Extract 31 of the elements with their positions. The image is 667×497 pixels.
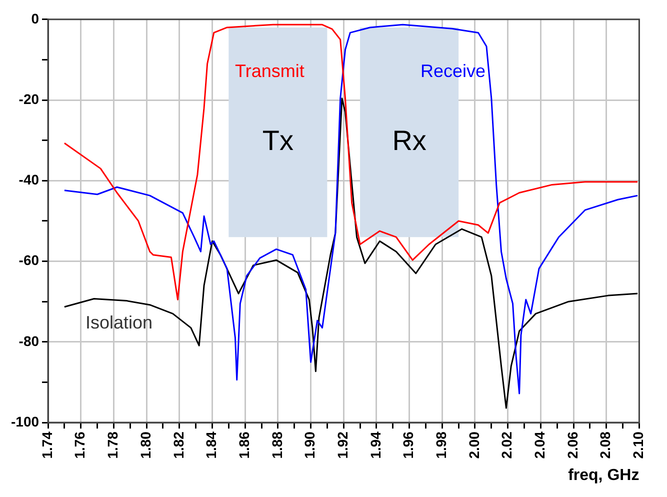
x-tick-label: 1.96 [400, 431, 416, 459]
x-tick-label: 1.88 [268, 431, 285, 459]
y-tick-label: 0 [31, 10, 40, 26]
text: 1.80 [137, 432, 154, 459]
x-tick-label: 1.92 [334, 431, 350, 459]
x-tick-label: 1.74 [38, 431, 55, 459]
y-tick-label: -60 [18, 252, 40, 268]
x-tick-label: 1.78 [104, 431, 121, 459]
x-tick-label: 1.82 [170, 431, 186, 459]
x-tick-label: 1.84 [203, 431, 220, 459]
series-label: Receive [420, 60, 486, 81]
x-tick-label: 2.02 [498, 431, 515, 459]
x-axis-title: freq, GHz [568, 466, 640, 484]
series-label: Isolation [85, 312, 152, 333]
text: 2.00 [466, 432, 482, 459]
band-label: Tx [262, 125, 294, 156]
text: 2.10 [630, 432, 646, 459]
y-tick-label: -100 [10, 413, 40, 430]
x-tick-label: 1.98 [433, 431, 449, 459]
x-tick-label: 1.94 [367, 431, 384, 459]
x-tick-label: 2.08 [597, 431, 614, 459]
x-tick-label: 1.86 [236, 431, 252, 459]
x-tick-label: 2.04 [532, 431, 548, 459]
series-label: Transmit [235, 60, 304, 81]
x-tick-label: 2.06 [564, 431, 580, 459]
band-label: Rx [392, 125, 426, 156]
text: 1.90 [302, 432, 318, 459]
x-tick-label: 1.76 [72, 431, 88, 459]
y-tick-label: -20 [18, 90, 40, 107]
y-tick-label: -40 [18, 172, 40, 188]
y-tick-label: -80 [18, 332, 40, 349]
